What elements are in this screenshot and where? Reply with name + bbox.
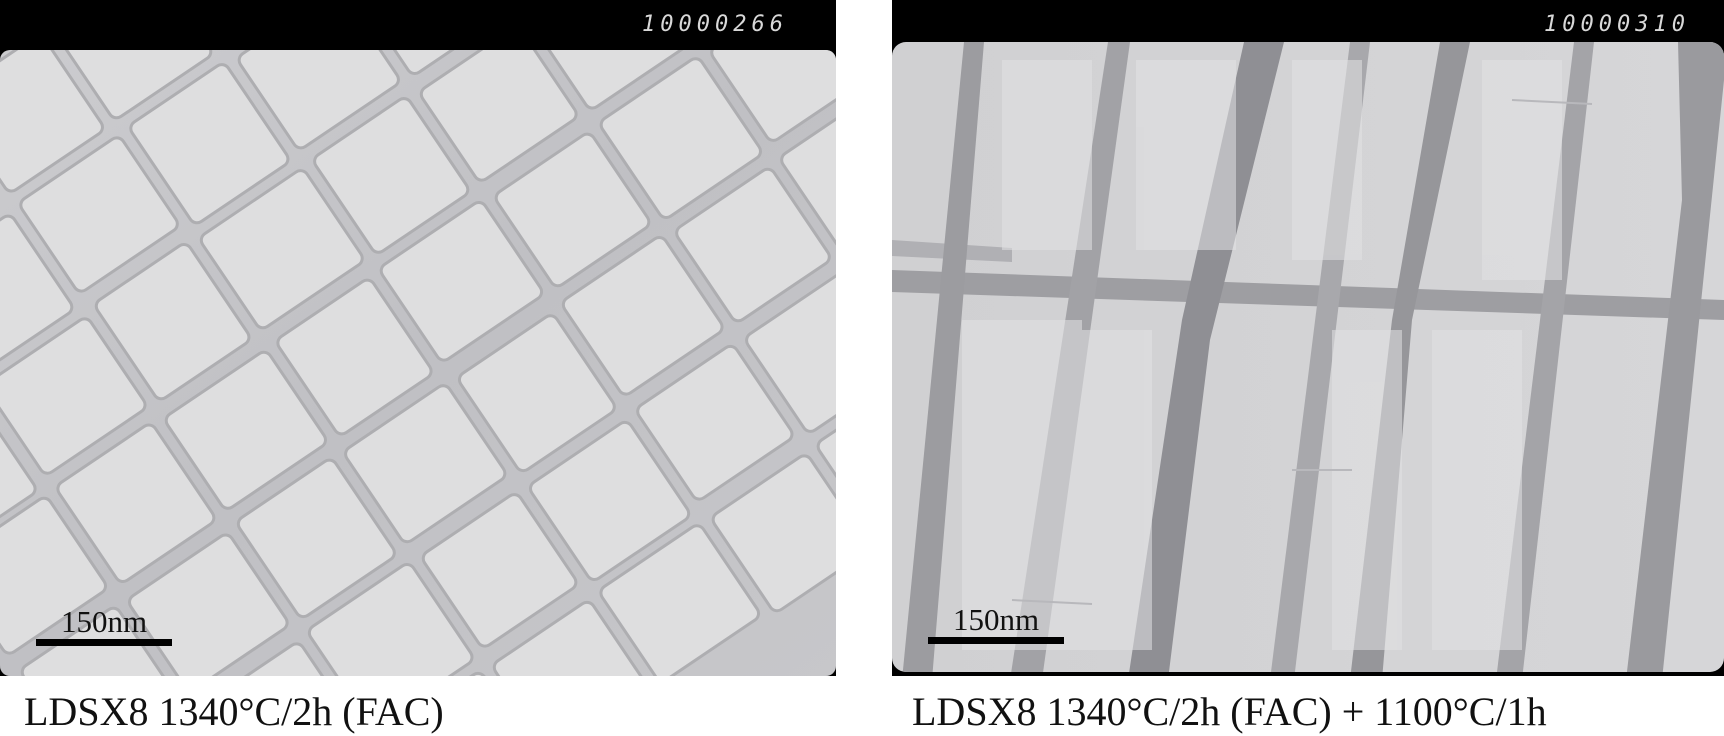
- caption-left: LDSX8 1340°C/2h (FAC): [24, 689, 444, 734]
- scale-bar: 150nm: [36, 606, 172, 646]
- micrograph-left: 10000266 150nm: [0, 0, 836, 676]
- micrograph-right-image: [892, 0, 1724, 676]
- scale-bar: 150nm: [928, 604, 1064, 644]
- image-counter: 10000266: [642, 12, 788, 37]
- image-counter: 10000310: [1544, 12, 1690, 37]
- scale-bar-line: [36, 639, 172, 646]
- scale-bar-line: [928, 637, 1064, 644]
- micrograph-right: 10000310 150nm: [892, 0, 1724, 676]
- caption-right: LDSX8 1340°C/2h (FAC) + 1100°C/1h: [912, 689, 1547, 734]
- scale-bar-label: 150nm: [60, 604, 148, 639]
- micrograph-left-image: [0, 0, 836, 676]
- scale-bar-label: 150nm: [952, 602, 1040, 637]
